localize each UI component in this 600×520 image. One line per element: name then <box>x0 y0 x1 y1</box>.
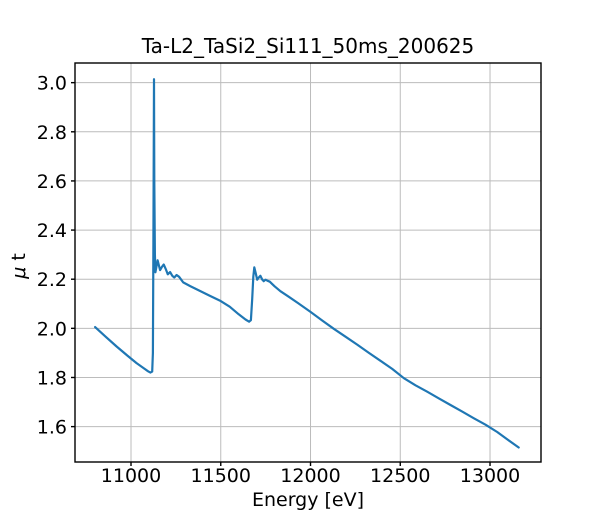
y-tick-label: 1.8 <box>37 367 67 389</box>
y-tick-label: 2.0 <box>37 318 67 340</box>
y-tick-labels: 1.6 1.8 2.0 2.2 2.4 2.6 2.8 3.0 <box>37 73 67 439</box>
x-tick-label: 12000 <box>280 465 340 487</box>
y-label-unit: t <box>8 253 30 267</box>
y-tick-label: 3.0 <box>37 73 67 95</box>
x-tick-labels: 11000 11500 12000 12500 13000 <box>101 465 520 487</box>
x-tick-label: 13000 <box>460 465 520 487</box>
y-tick-label: 2.4 <box>37 220 67 242</box>
y-tick-label: 1.6 <box>37 417 67 439</box>
y-tick-label: 2.8 <box>37 122 67 144</box>
x-tick-label: 11000 <box>101 465 161 487</box>
x-tick-label: 12500 <box>370 465 430 487</box>
x-tick-label: 11500 <box>191 465 251 487</box>
spectrum-line <box>94 78 520 449</box>
y-tick-label: 2.2 <box>37 269 67 291</box>
chart-title: Ta-L2_TaSi2_Si111_50ms_200625 <box>141 34 475 58</box>
y-tick-label: 2.6 <box>37 171 67 193</box>
plot-border <box>74 62 542 463</box>
mu-symbol: μ <box>8 267 30 280</box>
x-axis-label: Energy [eV] <box>252 489 364 511</box>
y-axis-label: μ t <box>8 253 30 280</box>
